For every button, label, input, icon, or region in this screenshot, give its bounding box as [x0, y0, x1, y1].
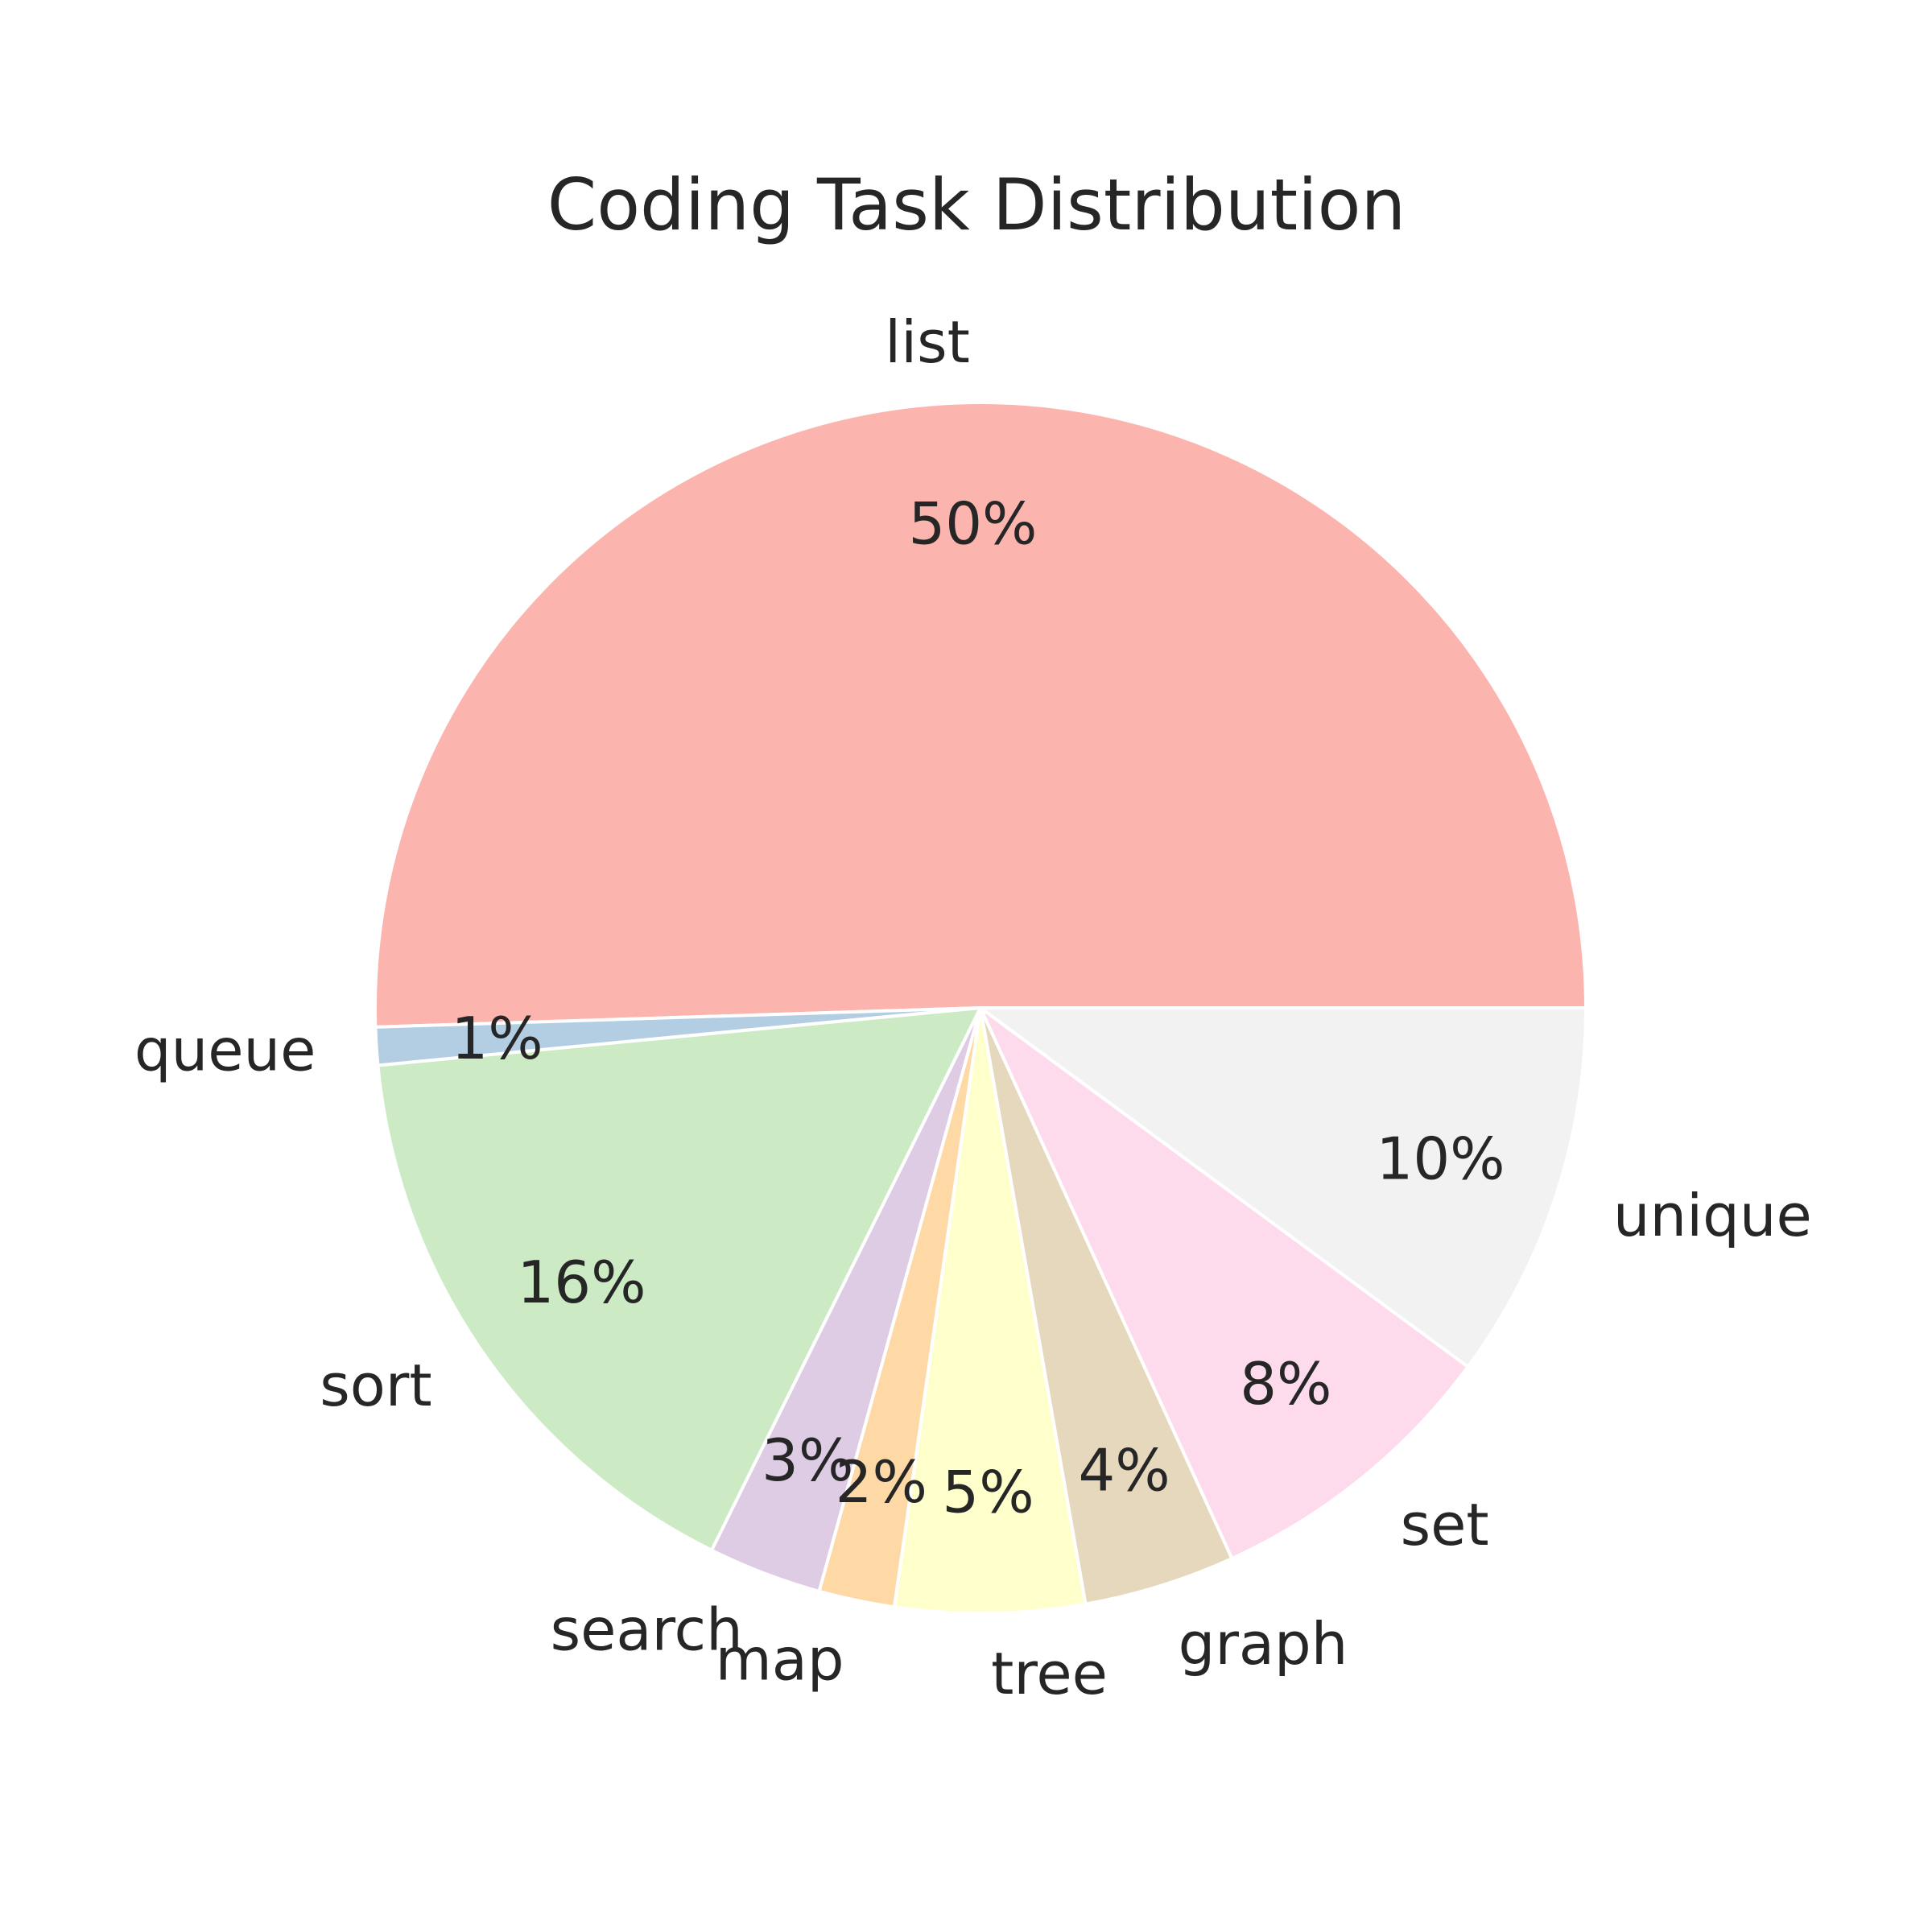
pie-slice-graph	[979, 1006, 1234, 1606]
category-label-search: search	[551, 1596, 743, 1664]
pct-label-sort: 16%	[517, 1249, 646, 1316]
percent-labels: 50% 1% 16% 3%2% 5% 4% 8% 10%	[451, 489, 1505, 1525]
pie-slices	[374, 400, 1587, 1616]
category-label-sort: sort	[320, 1352, 431, 1419]
category-label-tree: tree	[991, 1640, 1108, 1707]
pie-slice-sort	[376, 1006, 982, 1552]
pct-label-list: 50%	[908, 489, 1037, 557]
pie-slice-unique	[979, 1006, 1587, 1368]
category-label-graph: graph	[1179, 1610, 1348, 1678]
pct-label-set: 8%	[1240, 1350, 1331, 1418]
pie-slice-tree	[892, 1006, 1088, 1616]
category-label-set: set	[1401, 1491, 1489, 1558]
pct-label-graph: 4%	[1079, 1436, 1170, 1504]
pct-label-search: 3%	[762, 1426, 853, 1494]
pie-slice-list	[374, 400, 1587, 1029]
category-label-unique: unique	[1613, 1182, 1812, 1249]
category-label-map: map	[716, 1626, 844, 1694]
pie-slice-set	[979, 1006, 1470, 1561]
category-label-queue: queue	[134, 1016, 316, 1084]
pct-label-tree: 5%	[942, 1459, 1034, 1526]
pct-label-unique: 10%	[1377, 1125, 1505, 1193]
pct-label-queue: 1%	[451, 1005, 543, 1072]
chart-title: Coding Task Distribution	[547, 163, 1406, 246]
category-label-list: list	[885, 308, 970, 376]
pct-label-map: 2%	[836, 1448, 927, 1516]
